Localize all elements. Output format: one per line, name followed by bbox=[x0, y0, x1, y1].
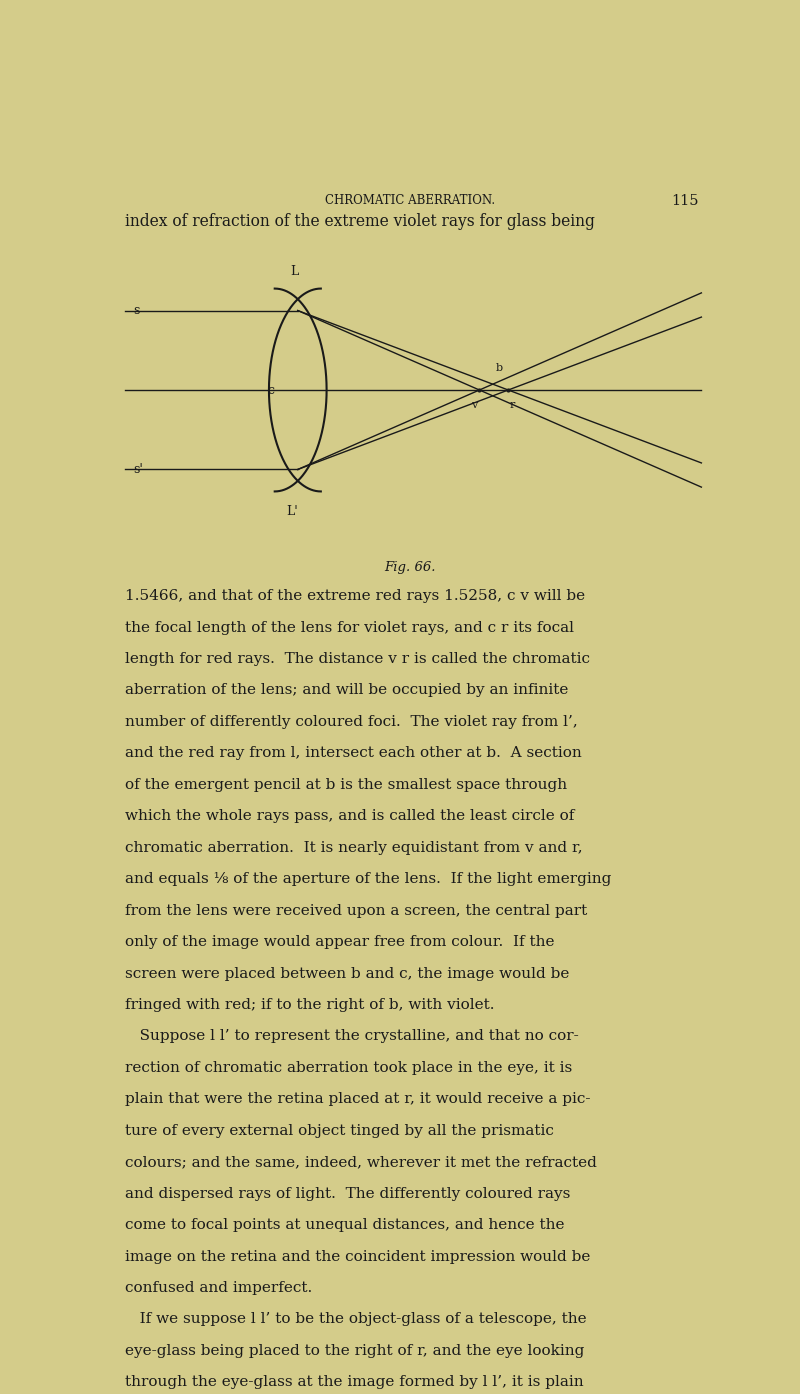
Text: s: s bbox=[134, 304, 140, 316]
Text: length for red rays.  The distance v r is called the chromatic: length for red rays. The distance v r is… bbox=[125, 652, 590, 666]
Text: If we suppose l l’ to be the object-glass of a telescope, the: If we suppose l l’ to be the object-glas… bbox=[125, 1313, 586, 1327]
Text: 1.5466, and that of the extreme red rays 1.5258, c v will be: 1.5466, and that of the extreme red rays… bbox=[125, 590, 585, 604]
Text: image on the retina and the coincident impression would be: image on the retina and the coincident i… bbox=[125, 1249, 590, 1263]
Text: rection of chromatic aberration took place in the eye, it is: rection of chromatic aberration took pla… bbox=[125, 1061, 572, 1075]
Text: the focal length of the lens for violet rays, and c r its focal: the focal length of the lens for violet … bbox=[125, 620, 574, 634]
Text: confused and imperfect.: confused and imperfect. bbox=[125, 1281, 312, 1295]
Text: c: c bbox=[268, 383, 274, 396]
Text: through the eye-glass at the image formed by l l’, it is plain: through the eye-glass at the image forme… bbox=[125, 1376, 583, 1390]
Text: Suppose l l’ to represent the crystalline, and that no cor-: Suppose l l’ to represent the crystallin… bbox=[125, 1029, 578, 1044]
Text: L': L' bbox=[286, 505, 298, 519]
Text: 115: 115 bbox=[670, 194, 698, 208]
Text: chromatic aberration.  It is nearly equidistant from v and r,: chromatic aberration. It is nearly equid… bbox=[125, 841, 582, 855]
Text: and dispersed rays of light.  The differently coloured rays: and dispersed rays of light. The differe… bbox=[125, 1186, 570, 1200]
Text: plain that were the retina placed at r, it would receive a pic-: plain that were the retina placed at r, … bbox=[125, 1093, 590, 1107]
Text: and equals ⅛ of the aperture of the lens.  If the light emerging: and equals ⅛ of the aperture of the lens… bbox=[125, 873, 611, 887]
Text: eye-glass being placed to the right of r, and the eye looking: eye-glass being placed to the right of r… bbox=[125, 1344, 584, 1358]
Text: index of refraction of the extreme violet rays for glass being: index of refraction of the extreme viole… bbox=[125, 213, 594, 230]
Text: come to focal points at unequal distances, and hence the: come to focal points at unequal distance… bbox=[125, 1218, 564, 1232]
Text: from the lens were received upon a screen, the central part: from the lens were received upon a scree… bbox=[125, 903, 587, 917]
Text: and the red ray from l, intersect each other at b.  A section: and the red ray from l, intersect each o… bbox=[125, 746, 582, 760]
Text: screen were placed between b and c, the image would be: screen were placed between b and c, the … bbox=[125, 966, 569, 980]
Text: v: v bbox=[471, 400, 478, 410]
Text: CHROMATIC ABERRATION.: CHROMATIC ABERRATION. bbox=[325, 194, 495, 208]
Text: r: r bbox=[510, 400, 515, 410]
Text: Fig. 66.: Fig. 66. bbox=[384, 562, 436, 574]
Text: L: L bbox=[290, 265, 299, 279]
Text: ture of every external object tinged by all the prismatic: ture of every external object tinged by … bbox=[125, 1124, 554, 1138]
Text: colours; and the same, indeed, wherever it met the refracted: colours; and the same, indeed, wherever … bbox=[125, 1156, 597, 1170]
Text: b: b bbox=[495, 364, 502, 374]
Text: which the whole rays pass, and is called the least circle of: which the whole rays pass, and is called… bbox=[125, 810, 574, 824]
Text: number of differently coloured foci.  The violet ray from l’,: number of differently coloured foci. The… bbox=[125, 715, 578, 729]
Text: s': s' bbox=[134, 463, 143, 475]
Text: only of the image would appear free from colour.  If the: only of the image would appear free from… bbox=[125, 935, 554, 949]
Text: fringed with red; if to the right of b, with violet.: fringed with red; if to the right of b, … bbox=[125, 998, 494, 1012]
Text: aberration of the lens; and will be occupied by an infinite: aberration of the lens; and will be occu… bbox=[125, 683, 568, 697]
Text: of the emergent pencil at b is the smallest space through: of the emergent pencil at b is the small… bbox=[125, 778, 567, 792]
